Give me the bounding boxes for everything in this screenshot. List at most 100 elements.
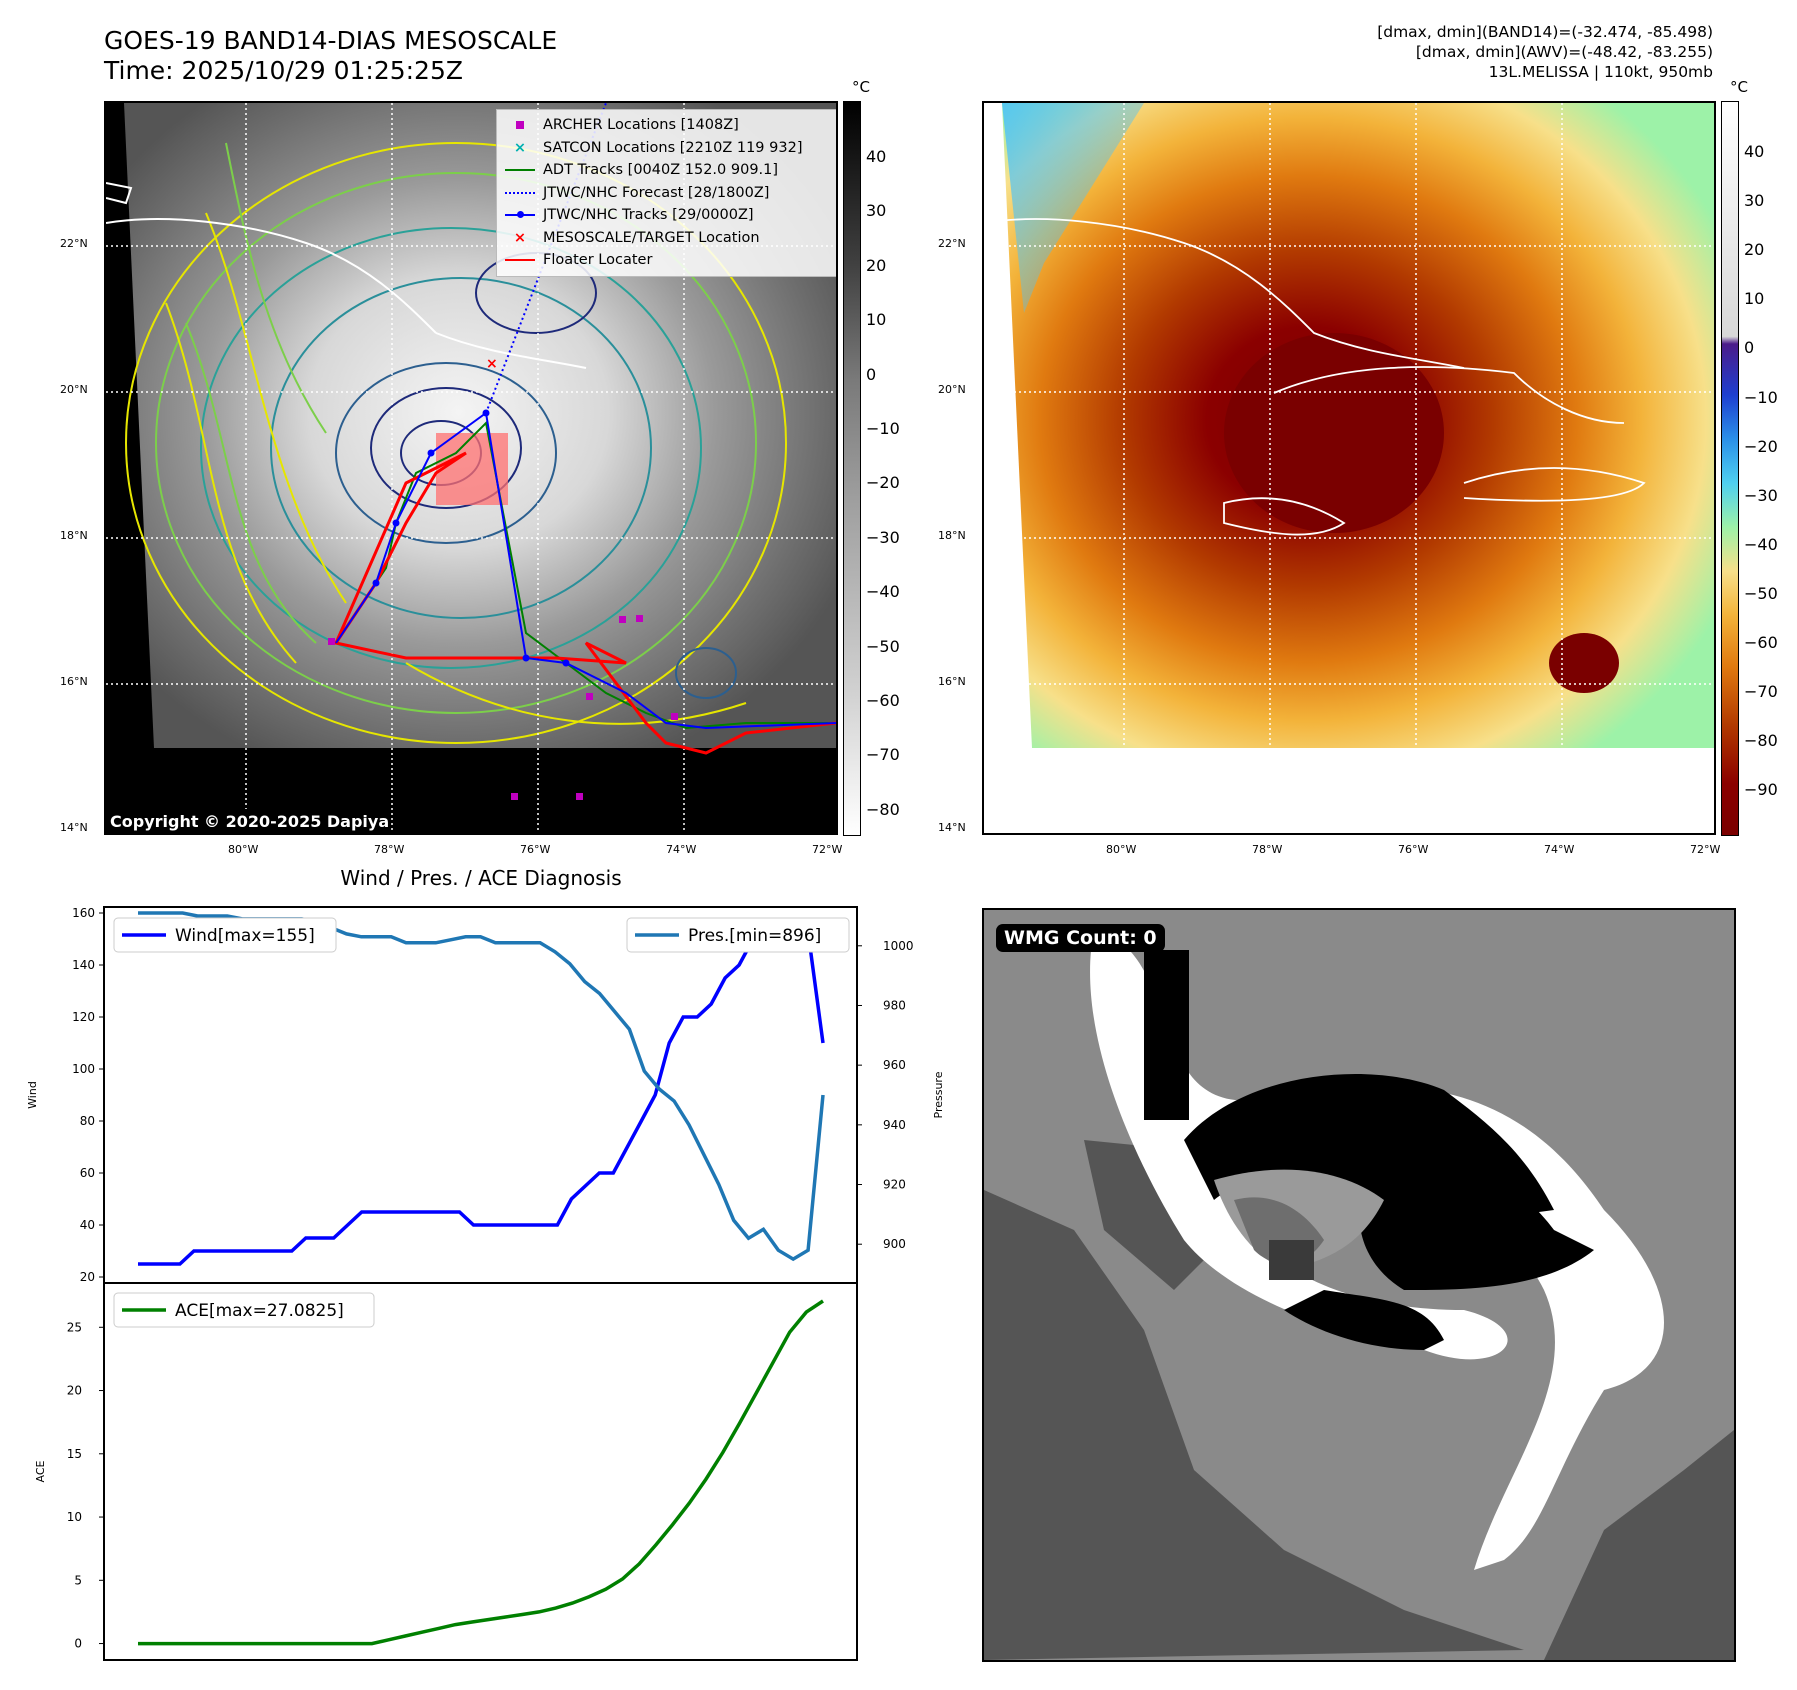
colorbar-tick-label: 20 (1744, 240, 1765, 260)
wind-tick-label: 80 (80, 1114, 95, 1128)
ace-legend: ACE[max=27.0825] (113, 1292, 375, 1328)
legend-swatch-icon (503, 249, 537, 272)
lat-tick-label: 18°N (938, 529, 966, 542)
colorbar-tick-label: −60 (1744, 633, 1778, 652)
colorbar-tick-label: −60 (866, 691, 900, 710)
wind-tick-label: 140 (72, 958, 95, 972)
wind-legend-label: Wind[max=155] (175, 926, 315, 946)
pressure-tick-label: 920 (883, 1178, 906, 1192)
band14-map: × Copyright © 2020-2025 Dapiya ARCHER Lo… (104, 101, 838, 835)
wind-tick-label: 120 (72, 1010, 95, 1024)
colorbar-tick-label: 40 (866, 147, 887, 166)
legend-label: JTWC/NHC Tracks [29/0000Z] (543, 207, 754, 223)
info-line-3: 13L.MELISSA | 110kt, 950mb (1488, 63, 1713, 81)
lon-tick-label: 78°W (1252, 843, 1283, 856)
colorbar-tick-label: −40 (866, 582, 900, 602)
legend-item: ADT Tracks [0040Z 152.0 909.1] (503, 159, 836, 182)
ace-legend-label: ACE[max=27.0825] (175, 1301, 344, 1321)
colorbar-tick-label: 30 (1744, 191, 1765, 211)
lon-tick-label: 72°W (1690, 843, 1721, 856)
legend-item: × SATCON Locations [2210Z 119 932] (503, 137, 836, 160)
wind-tick-label: 100 (72, 1062, 95, 1076)
wmg-image (984, 910, 1734, 1660)
wind-tick-label: 160 (72, 906, 95, 920)
lon-tick-label: 80°W (228, 843, 259, 856)
colorbar-awv (1721, 101, 1739, 836)
colorbar-tick-label: −40 (1744, 534, 1778, 554)
lon-tick-label: 74°W (666, 843, 697, 856)
pressure-tick-label: 1000 (883, 939, 914, 953)
colorbar-tick-label: −20 (866, 473, 900, 493)
lat-tick-label: 14°N (60, 821, 88, 834)
jtwc-track-points (372, 409, 570, 667)
legend-label: Floater Locater (543, 252, 653, 268)
colorbar-tick-label: 20 (866, 255, 887, 275)
pressure-legend: Pres.[min=896] (626, 917, 850, 953)
ace-chart: 0 5 10 15 20 25 ACE ACE[max=27.0825] (34, 1282, 858, 1661)
colorbar-tick-label: 10 (866, 310, 887, 330)
colorbar-tick-label: −80 (866, 799, 900, 819)
legend-label: SATCON Locations [2210Z 119 932] (543, 139, 803, 156)
ace-tick-label: 10 (67, 1510, 82, 1524)
pressure-tick-label: 980 (883, 998, 906, 1012)
legend-item: JTWC/NHC Tracks [29/0000Z] (503, 204, 836, 227)
legend-swatch-icon: × (513, 139, 527, 156)
wind-axis-label: Wind (26, 1081, 39, 1109)
awv-map-svg (984, 103, 1714, 833)
figure-title: GOES-19 BAND14-DIAS MESOSCALE Time: 2025… (104, 26, 557, 86)
lat-tick-label: 16°N (60, 675, 88, 688)
wind-tick-label: 20 (80, 1270, 95, 1284)
colorbar-tick-label: −70 (1744, 682, 1778, 702)
lat-tick-label: 16°N (938, 675, 966, 688)
ace-tick-label: 0 (74, 1637, 82, 1651)
legend-item: Floater Locater (503, 249, 836, 272)
ace-tick-label: 15 (67, 1447, 82, 1461)
info-line-2: [dmax, dmin](AWV)=(-48.42, -83.255) (1415, 43, 1713, 61)
ace-tick-label: 25 (67, 1320, 82, 1334)
lat-tick-label: 20°N (938, 383, 966, 396)
colorbar-tick-label: −50 (1744, 583, 1778, 603)
colorbar-band14 (843, 101, 861, 836)
legend-label: MESOSCALE/TARGET Location (543, 229, 760, 246)
info-line-1: [dmax, dmin](BAND14)=(-32.474, -85.498) (1377, 23, 1713, 41)
wmg-panel: WMG Count: 0 (982, 908, 1736, 1662)
pressure-axis-label: Pressure (932, 1071, 945, 1118)
colorbar-tick-label: 40 (1744, 142, 1765, 161)
colorbar-tick-label: −80 (1744, 731, 1778, 751)
wind-tick-label: 60 (80, 1166, 95, 1180)
copyright-label: Copyright © 2020-2025 Dapiya (110, 812, 390, 831)
colorbar-band14-unit: °C (852, 78, 870, 96)
awv-map (982, 101, 1716, 835)
info-block: [dmax, dmin](BAND14)=(-32.474, -85.498) … (1377, 22, 1713, 82)
legend-item: ARCHER Locations [1408Z] (503, 114, 836, 137)
lon-tick-label: 76°W (1398, 843, 1429, 856)
pressure-tick-label: 960 (883, 1058, 906, 1072)
track-legend: ARCHER Locations [1408Z] × SATCON Location… (496, 109, 836, 277)
wind-pressure-chart: 20 40 60 80 100 120 140 160 900 920 940 960 980 1000 W… (26, 906, 945, 1284)
legend-item: × MESOSCALE/TARGET Location (503, 227, 836, 250)
colorbar-tick-label: −30 (1744, 485, 1778, 505)
archer-markers (328, 615, 678, 800)
lon-tick-label: 76°W (520, 843, 551, 856)
legend-label: ARCHER Locations [1408Z] (543, 117, 739, 133)
pressure-legend-label: Pres.[min=896] (688, 926, 821, 946)
diag-title: Wind / Pres. / ACE Diagnosis (340, 866, 622, 890)
legend-swatch-icon (503, 114, 537, 137)
legend-swatch-icon (503, 204, 537, 227)
ace-series-line (138, 1299, 824, 1646)
legend-label: ADT Tracks [0040Z 152.0 909.1] (543, 162, 779, 178)
colorbar-tick-label: −90 (1744, 780, 1778, 800)
lat-tick-label: 22°N (60, 237, 88, 250)
legend-item: JTWC/NHC Forecast [28/1800Z] (503, 182, 836, 205)
colorbar-tick-label: −20 (1744, 436, 1778, 456)
colorbar-tick-label: −30 (866, 527, 900, 547)
wind-legend: Wind[max=155] (113, 917, 337, 953)
lat-tick-label: 14°N (938, 821, 966, 834)
ace-chart-frame (103, 1282, 858, 1661)
lat-tick-label: 20°N (60, 383, 88, 396)
lat-tick-label: 22°N (938, 237, 966, 250)
pressure-tick-label: 940 (883, 1118, 906, 1132)
ace-tick-label: 5 (74, 1573, 82, 1587)
legend-rows: ARCHER Locations [1408Z] × SATCON Location… (503, 114, 836, 272)
lon-tick-label: 72°W (812, 843, 843, 856)
